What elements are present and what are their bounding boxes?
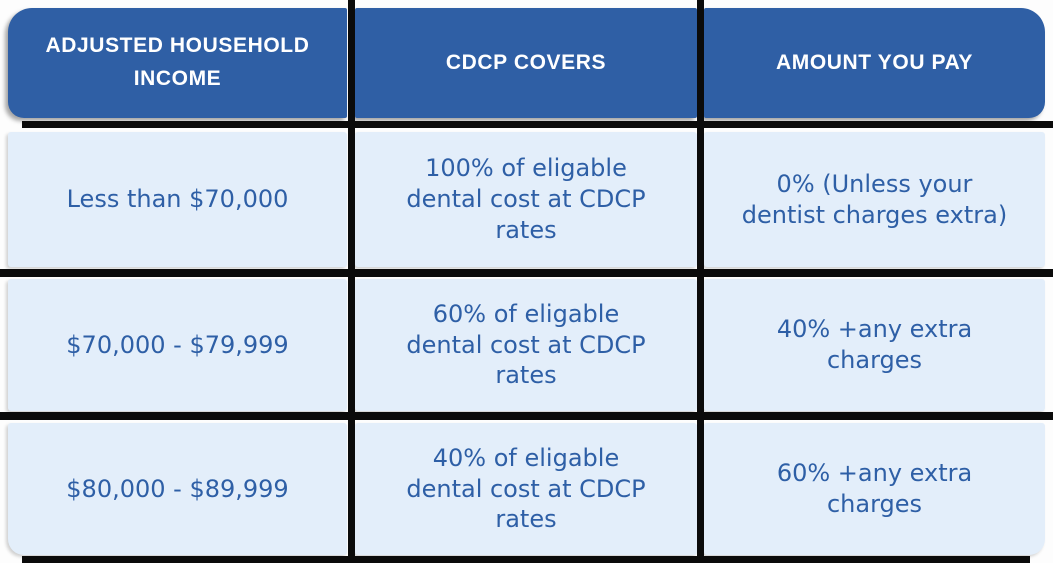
cell-row1-covers: 100% of eligable dental cost at CDCP rat… [355, 132, 697, 267]
column-header-amount-you-pay: AMOUNT YOU PAY [704, 8, 1045, 118]
grid-line-horizontal-row1 [0, 269, 1053, 277]
cell-text: 40% +any extra charges [776, 315, 973, 374]
cell-row3-income: $80,000 - $89,999 [8, 423, 347, 555]
column-header-label: ADJUSTED HOUSEHOLD INCOME [45, 34, 310, 90]
cell-text: $80,000 - $89,999 [66, 474, 289, 503]
column-header-cdcp-covers: CDCP COVERS [355, 8, 697, 118]
cell-text: 100% of eligable dental cost at CDCP rat… [406, 154, 646, 244]
cell-text: 0% (Unless your dentist charges extra) [741, 169, 1008, 229]
cell-row3-covers: 40% of eligable dental cost at CDCP rate… [355, 423, 697, 555]
cell-row1-income: Less than $70,000 [8, 132, 347, 267]
grid-line-horizontal-header [22, 121, 1053, 128]
column-header-adjusted-household-income: ADJUSTED HOUSEHOLD INCOME [8, 8, 347, 118]
cell-row2-income: $70,000 - $79,999 [8, 279, 347, 411]
grid-line-vertical-2 [697, 0, 704, 563]
column-header-label: CDCP COVERS [445, 50, 607, 74]
grid-line-horizontal-row2 [0, 412, 1053, 420]
cell-row3-pay: 60% +any extra charges [704, 423, 1045, 555]
cell-row2-covers: 60% of eligable dental cost at CDCP rate… [355, 279, 697, 411]
cell-text: Less than $70,000 [66, 185, 289, 214]
grid-line-horizontal-bottom [22, 556, 1030, 563]
cell-row1-pay: 0% (Unless your dentist charges extra) [704, 132, 1045, 267]
grid-line-vertical-1 [348, 0, 355, 563]
cell-text: 60% +any extra charges [776, 459, 973, 518]
cell-text: 60% of eligable dental cost at CDCP rate… [406, 299, 646, 390]
column-header-label: AMOUNT YOU PAY [775, 50, 974, 74]
cell-text: 40% of eligable dental cost at CDCP rate… [406, 443, 646, 534]
cell-row2-pay: 40% +any extra charges [704, 279, 1045, 411]
cell-text: $70,000 - $79,999 [66, 330, 289, 359]
